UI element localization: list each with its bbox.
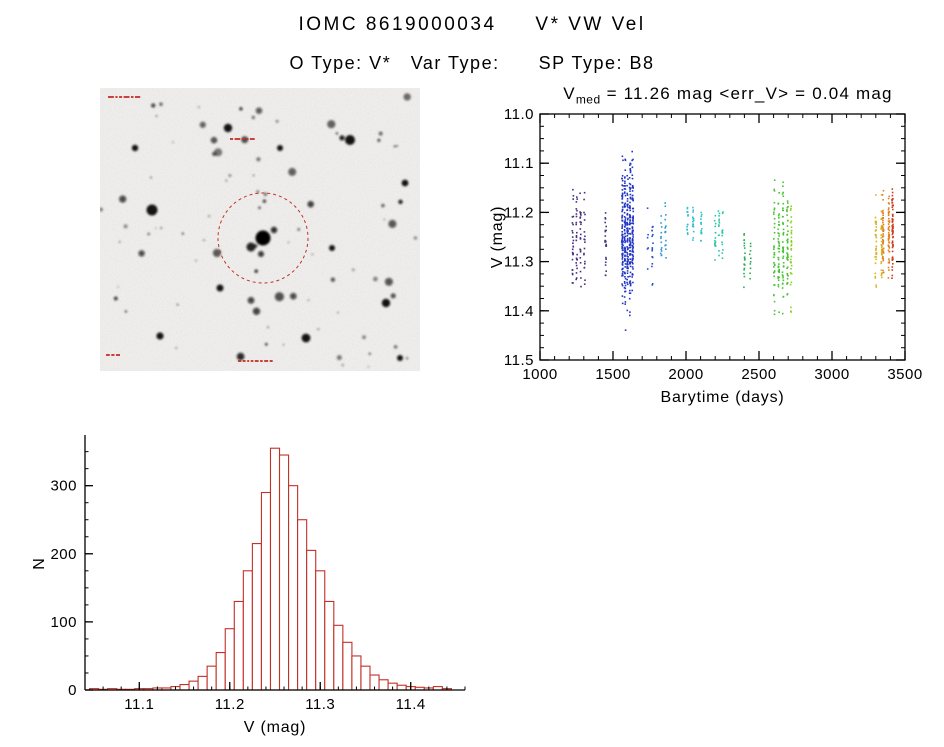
- light-curve-title: Vmed = 11.26 mag <err_V> = 0.04 mag: [528, 84, 928, 106]
- lc-ylabel: V (mag): [489, 206, 506, 269]
- svg-text:11.3: 11.3: [504, 254, 534, 271]
- light-curve-panel: Vmed = 11.26 mag <err_V> = 0.04 mag 1000…: [488, 84, 944, 420]
- hist-ylabel: N: [31, 558, 48, 570]
- lc-xlabel: Barytime (days): [660, 389, 784, 406]
- svg-text:3500: 3500: [887, 366, 922, 383]
- hist-axes: 0 100 200 300 11.1 11.2 11.3 11.4: [50, 435, 466, 713]
- vmed-label: V: [563, 84, 576, 103]
- svg-text:2500: 2500: [741, 366, 776, 383]
- svg-text:11.2: 11.2: [504, 204, 534, 221]
- svg-text:11.5: 11.5: [504, 352, 534, 369]
- svg-text:200: 200: [50, 546, 77, 563]
- lc-points: [571, 150, 894, 331]
- fov-annotations: [106, 96, 273, 362]
- hist-xlabel: V (mag): [244, 719, 307, 736]
- svg-text:3000: 3000: [814, 366, 849, 383]
- light-curve-plot: 1000 1500 2000 2500 3000 3500 11.0 11.1 11.2 11.3…: [489, 106, 922, 406]
- svg-text:11.0: 11.0: [504, 106, 534, 123]
- svg-text:100: 100: [50, 614, 77, 631]
- target-circle: [217, 192, 309, 284]
- svg-text:11.1: 11.1: [504, 155, 534, 172]
- svg-text:11.4: 11.4: [396, 696, 426, 713]
- page-subtitle: O Type: V* Var Type: SP Type: B8: [289, 53, 655, 73]
- svg-text:1500: 1500: [595, 366, 630, 383]
- vmed-value-text: = 11.26 mag <err_V> = 0.04 mag: [600, 84, 893, 103]
- page-title: IOMC 8619000034 V* VW Vel: [298, 14, 646, 35]
- svg-text:300: 300: [50, 478, 77, 495]
- lc-axes: 1000 1500 2000 2500 3000 3500 11.0 11.1 11.2 11.3…: [504, 106, 922, 383]
- hist-bars: [88, 447, 452, 691]
- vmed-subscript: med: [575, 92, 601, 107]
- histogram-plot: 0 100 200 300 11.1 11.2 11.3 11.4 V (mag) N: [31, 435, 466, 736]
- star-field: [100, 93, 418, 368]
- svg-text:11.1: 11.1: [124, 696, 154, 713]
- svg-text:2000: 2000: [668, 366, 703, 383]
- svg-text:0: 0: [68, 682, 77, 699]
- finding-chart-image: [100, 88, 420, 371]
- svg-text:11.4: 11.4: [504, 303, 534, 320]
- svg-text:1000: 1000: [522, 366, 557, 383]
- svg-text:11.2: 11.2: [215, 696, 245, 713]
- svg-text:11.3: 11.3: [305, 696, 335, 713]
